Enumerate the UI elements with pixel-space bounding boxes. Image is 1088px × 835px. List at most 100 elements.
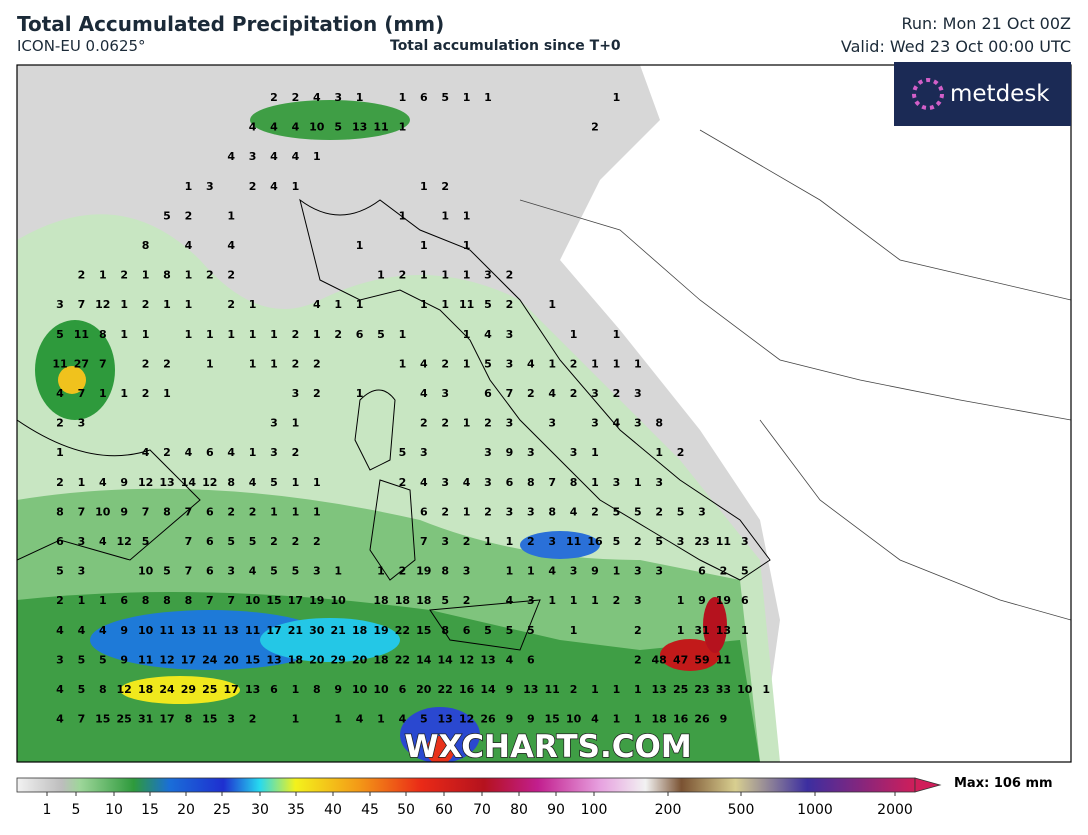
- logo-box: [894, 62, 1071, 126]
- precip-label: 1: [185, 328, 193, 341]
- precip-label: 22: [395, 653, 410, 666]
- precip-label: 1: [548, 298, 556, 311]
- logo: metdesk: [950, 81, 1050, 107]
- precip-label: 17: [266, 624, 281, 637]
- precip-label: 9: [506, 446, 514, 459]
- precip-label: 2: [142, 298, 150, 311]
- precip-label: 4: [56, 387, 64, 400]
- precip-label: 3: [463, 565, 471, 578]
- precip-label: 12: [459, 713, 474, 726]
- colorbar-tick-label: 200: [655, 802, 682, 818]
- precip-label: 2: [484, 505, 492, 518]
- max-label: Max: 106 mm: [954, 776, 1053, 791]
- precip-label: 1: [506, 565, 514, 578]
- precip-label: 8: [56, 505, 64, 518]
- precip-label: 3: [78, 417, 86, 430]
- precip-label: 5: [56, 565, 64, 578]
- precip-label: 3: [613, 476, 621, 489]
- precip-label: 15: [202, 713, 217, 726]
- precip-label: 4: [463, 476, 471, 489]
- precip-label: 10: [138, 565, 154, 578]
- colorbar-tick-label: 500: [728, 802, 755, 818]
- precip-label: 2: [441, 357, 449, 370]
- precip-label: 10: [566, 713, 582, 726]
- precip-label: 10: [737, 683, 753, 696]
- precip-label: 5: [249, 535, 257, 548]
- precip-label: 1: [334, 713, 342, 726]
- precip-label: 4: [356, 713, 364, 726]
- precip-label: 5: [441, 91, 449, 104]
- precip-label: 6: [206, 535, 214, 548]
- precip-label: 10: [331, 594, 347, 607]
- precip-label: 19: [373, 624, 388, 637]
- precip-label: 18: [288, 653, 303, 666]
- colorbar-tick-label: 70: [473, 802, 491, 818]
- precip-label: 26: [480, 713, 496, 726]
- precip-label: 11: [138, 653, 153, 666]
- precip-label: 3: [270, 417, 278, 430]
- precip-label: 8: [313, 683, 321, 696]
- precip-label: 3: [506, 417, 514, 430]
- precip-label: 3: [527, 594, 535, 607]
- precip-label: 1: [206, 328, 214, 341]
- colorbar-tick-label: 25: [213, 802, 231, 818]
- precip-label: 11: [716, 535, 731, 548]
- precip-label: 1: [292, 180, 300, 193]
- precip-label: 1: [570, 594, 578, 607]
- precip-label: 2: [527, 387, 535, 400]
- precip-label: 4: [292, 150, 300, 163]
- precip-label: 1: [420, 180, 428, 193]
- precip-label: 4: [249, 565, 257, 578]
- precip-label: 33: [716, 683, 731, 696]
- precip-label: 2: [613, 387, 621, 400]
- precip-label: 4: [420, 357, 428, 370]
- precip-label: 4: [591, 713, 599, 726]
- precip-label: 1: [313, 328, 321, 341]
- colorbar-tick-label: 10: [105, 802, 123, 818]
- precip-label: 6: [206, 565, 214, 578]
- precip-label: 3: [506, 328, 514, 341]
- precip-label: 17: [224, 683, 239, 696]
- precip-label: 31: [694, 624, 709, 637]
- precip-label: 2: [634, 653, 642, 666]
- precip-label: 1: [463, 239, 471, 252]
- precip-label: 15: [245, 653, 260, 666]
- precip-label: 2: [613, 594, 621, 607]
- subtitle: Total accumulation since T+0: [390, 38, 621, 54]
- precip-label: 6: [420, 91, 428, 104]
- precip-label: 7: [99, 357, 107, 370]
- precip-label: 1: [420, 239, 428, 252]
- precip-label: 13: [480, 653, 495, 666]
- precip-label: 1: [356, 239, 364, 252]
- precip-label: 9: [506, 683, 514, 696]
- precip-label: 10: [95, 505, 111, 518]
- precip-label: 4: [99, 624, 107, 637]
- precip-label: 21: [288, 624, 303, 637]
- precip-label: 3: [78, 535, 86, 548]
- precip-label: 1: [313, 476, 321, 489]
- precip-label: 14: [480, 683, 496, 696]
- precip-label: 1: [441, 269, 449, 282]
- precip-label: 7: [506, 387, 514, 400]
- precip-label: 1: [570, 328, 578, 341]
- precip-label: 5: [420, 713, 428, 726]
- precip-label: 3: [56, 653, 64, 666]
- precip-label: 2: [313, 357, 321, 370]
- precip-label: 1: [613, 683, 621, 696]
- precip-label: 2: [570, 387, 578, 400]
- precip-label: 17: [159, 713, 174, 726]
- precip-label: 48: [652, 653, 667, 666]
- precip-label: 2: [334, 328, 342, 341]
- precip-label: 5: [484, 357, 492, 370]
- precip-label: 25: [117, 713, 132, 726]
- precip-label: 1: [399, 328, 407, 341]
- precip-label: 6: [420, 505, 428, 518]
- precip-label: 3: [420, 446, 428, 459]
- precip-label: 12: [459, 653, 474, 666]
- precip-label: 1: [99, 387, 107, 400]
- precip-label: 1: [377, 713, 385, 726]
- precip-label: 2: [249, 180, 257, 193]
- precip-label: 4: [249, 121, 257, 134]
- precip-label: 14: [416, 653, 432, 666]
- precip-label: 2: [313, 535, 321, 548]
